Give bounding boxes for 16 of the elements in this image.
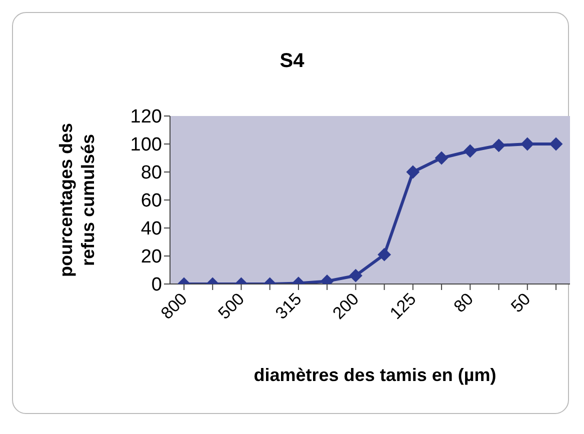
y-tick-label: 20	[140, 246, 162, 268]
x-tick-label: 315	[272, 289, 306, 323]
y-tick-label: 120	[130, 106, 162, 128]
y-tick-label: 40	[140, 218, 162, 240]
y-tick-label: 100	[130, 134, 162, 156]
x-tick-label: 80	[450, 289, 477, 316]
y-tick-label: 80	[140, 162, 162, 184]
y-tick-label: 60	[140, 190, 162, 212]
x-axis-title: diamètres des tamis en (µm)	[252, 365, 498, 386]
x-tick-label: 125	[386, 289, 420, 323]
x-tick-label: 500	[214, 289, 248, 323]
chart-title: S4	[278, 50, 306, 73]
y-tick-label: 0	[151, 274, 162, 296]
y-axis-title: pourcentages des refus cumulsés	[56, 122, 98, 278]
x-tick-label: 50	[507, 289, 534, 316]
x-tick-label: 200	[329, 289, 363, 323]
